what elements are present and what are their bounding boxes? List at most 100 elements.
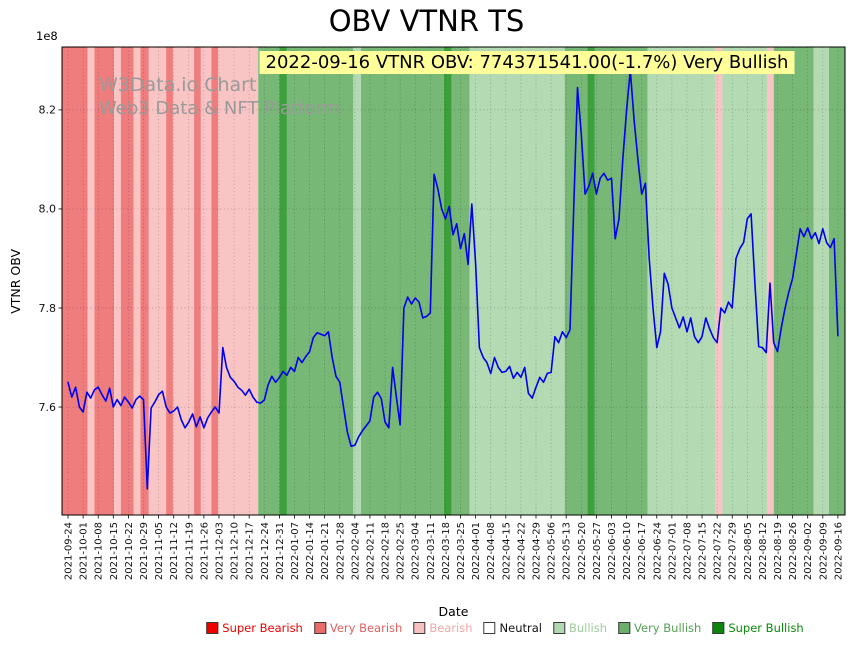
y-axis-label-wrap: VTNR OBV bbox=[2, 47, 28, 515]
latest-obv-annotation: 2022-09-16 VTNR OBV: 774371541.00(-1.7%)… bbox=[259, 51, 795, 74]
x-tick-label: 2022-01-14 bbox=[305, 522, 316, 580]
x-tick-label: 2021-10-29 bbox=[139, 522, 150, 580]
x-axis-label: Date bbox=[438, 604, 469, 619]
legend-swatch-very_bullish bbox=[618, 622, 631, 634]
legend-swatch-bearish bbox=[413, 622, 426, 634]
legend-swatch-very_bearish bbox=[313, 622, 326, 634]
band-bearish bbox=[148, 47, 167, 515]
x-tick-label: 2021-10-08 bbox=[94, 522, 105, 580]
band-bearish bbox=[715, 47, 723, 515]
x-tick-label: 2022-01-28 bbox=[335, 522, 346, 580]
x-tick-label: 2022-07-29 bbox=[728, 522, 739, 580]
x-tick-label: 2022-05-27 bbox=[592, 522, 603, 580]
band-super_bullish bbox=[587, 47, 595, 515]
legend-swatch-super_bullish bbox=[712, 622, 725, 634]
x-tick-label: 2022-07-01 bbox=[667, 522, 678, 580]
y-axis-offset-label: 1e8 bbox=[36, 29, 58, 43]
y-tick-labels: 7.6 7.8 8.0 8.2 bbox=[39, 104, 57, 414]
band-very_bearish bbox=[211, 47, 219, 515]
x-tick-label: 2022-01-21 bbox=[320, 522, 331, 580]
x-tick-label: 2022-05-13 bbox=[562, 522, 573, 580]
y-tick-label: 8.0 bbox=[39, 203, 57, 216]
x-tick-label: 2022-02-11 bbox=[365, 522, 376, 580]
x-tick-labels: 2021-09-24 2021-10-01 2021-10-08 2021-10-15… bbox=[64, 522, 845, 580]
x-tick-label: 2022-04-22 bbox=[516, 522, 527, 580]
x-tick-label: 2022-03-04 bbox=[411, 522, 422, 580]
band-bearish bbox=[766, 47, 774, 515]
legend-item-super_bearish: Super Bearish bbox=[206, 621, 303, 635]
x-tick-label: 2022-07-08 bbox=[682, 522, 693, 580]
x-tick-label: 2021-09-24 bbox=[64, 522, 75, 580]
x-tick-label: 2021-11-26 bbox=[199, 522, 210, 580]
x-tick-label: 2022-05-06 bbox=[547, 522, 558, 580]
band-very_bullish bbox=[828, 47, 845, 515]
legend-swatch-neutral bbox=[483, 622, 496, 634]
legend-item-bearish: Bearish bbox=[413, 621, 473, 635]
x-tick-label: 2021-12-31 bbox=[275, 522, 286, 580]
legend-swatch-super_bearish bbox=[206, 622, 219, 634]
plot-border bbox=[61, 46, 846, 516]
sentiment-legend: Super Bearish Very Bearish Bearish Neutral B… bbox=[206, 621, 804, 635]
x-tick-label: 2021-10-22 bbox=[124, 522, 135, 580]
x-tick-label: 2021-12-10 bbox=[230, 522, 241, 580]
watermark-line2: Web3 Data & NFT Platform bbox=[99, 97, 341, 119]
x-tick-label: 2022-02-18 bbox=[381, 522, 392, 580]
band-bearish bbox=[114, 47, 121, 515]
x-tick-label: 2022-06-17 bbox=[637, 522, 648, 580]
x-tick-label: 2022-09-09 bbox=[818, 522, 829, 580]
band-bullish bbox=[722, 47, 767, 515]
x-tick-label: 2022-03-18 bbox=[441, 522, 452, 580]
legend-label: Very Bearish bbox=[329, 621, 403, 635]
legend-label: Super Bearish bbox=[222, 621, 303, 635]
y-tick-label: 8.2 bbox=[39, 104, 57, 117]
x-tick-label: 2022-04-08 bbox=[486, 522, 497, 580]
x-tick-label: 2022-06-03 bbox=[607, 522, 618, 580]
band-bearish bbox=[133, 47, 141, 515]
legend-item-very_bullish: Very Bullish bbox=[618, 621, 701, 635]
y-axis-label: VTNR OBV bbox=[7, 248, 23, 314]
x-tick-label: 2021-11-19 bbox=[184, 522, 195, 580]
x-tick-label: 2021-10-15 bbox=[109, 522, 120, 580]
band-bullish bbox=[353, 47, 361, 515]
band-bearish bbox=[200, 47, 212, 515]
band-very_bullish bbox=[451, 47, 470, 515]
x-tick-label: 2021-10-01 bbox=[79, 522, 90, 580]
y-tick-label: 7.8 bbox=[39, 302, 57, 315]
band-bearish bbox=[87, 47, 95, 515]
x-tick-label: 2022-08-19 bbox=[773, 522, 784, 580]
legend-item-super_bullish: Super Bullish bbox=[712, 621, 804, 635]
band-very_bullish bbox=[773, 47, 814, 515]
x-tick-label: 2021-11-12 bbox=[169, 522, 180, 580]
x-tick-label: 2022-01-07 bbox=[290, 522, 301, 580]
watermark-line1: W3Data.io Chart bbox=[99, 74, 257, 96]
x-tick-label: 2022-07-15 bbox=[698, 522, 709, 580]
x-tick-label: 2021-11-05 bbox=[154, 522, 165, 580]
x-tick-label: 2022-08-12 bbox=[758, 522, 769, 580]
x-tick-label: 2021-12-03 bbox=[214, 522, 225, 580]
tick-marks bbox=[58, 109, 839, 519]
x-tick-label: 2022-09-02 bbox=[803, 522, 814, 580]
sentiment-bands bbox=[62, 47, 845, 515]
legend-item-very_bearish: Very Bearish bbox=[313, 621, 403, 635]
x-tick-label: 2022-08-05 bbox=[743, 522, 754, 580]
band-very_bearish bbox=[140, 47, 149, 515]
x-tick-label: 2022-02-25 bbox=[396, 522, 407, 580]
legend-swatch-bullish bbox=[552, 622, 565, 634]
y-tick-label: 7.6 bbox=[39, 401, 57, 414]
band-bullish bbox=[469, 47, 565, 515]
band-bearish bbox=[172, 47, 195, 515]
band-very_bullish bbox=[286, 47, 354, 515]
x-tick-label: 2022-04-15 bbox=[501, 522, 512, 580]
band-bullish bbox=[813, 47, 829, 515]
legend-label: Very Bullish bbox=[634, 621, 702, 635]
band-very_bullish bbox=[564, 47, 588, 515]
gridlines bbox=[62, 47, 845, 515]
legend-item-neutral: Neutral bbox=[483, 621, 542, 635]
band-super_bullish bbox=[279, 47, 287, 515]
legend-label: Neutral bbox=[499, 621, 542, 635]
band-very_bullish bbox=[360, 47, 444, 515]
band-very_bearish bbox=[194, 47, 201, 515]
legend-label: Super Bullish bbox=[728, 621, 804, 635]
x-tick-label: 2022-07-22 bbox=[713, 522, 724, 580]
